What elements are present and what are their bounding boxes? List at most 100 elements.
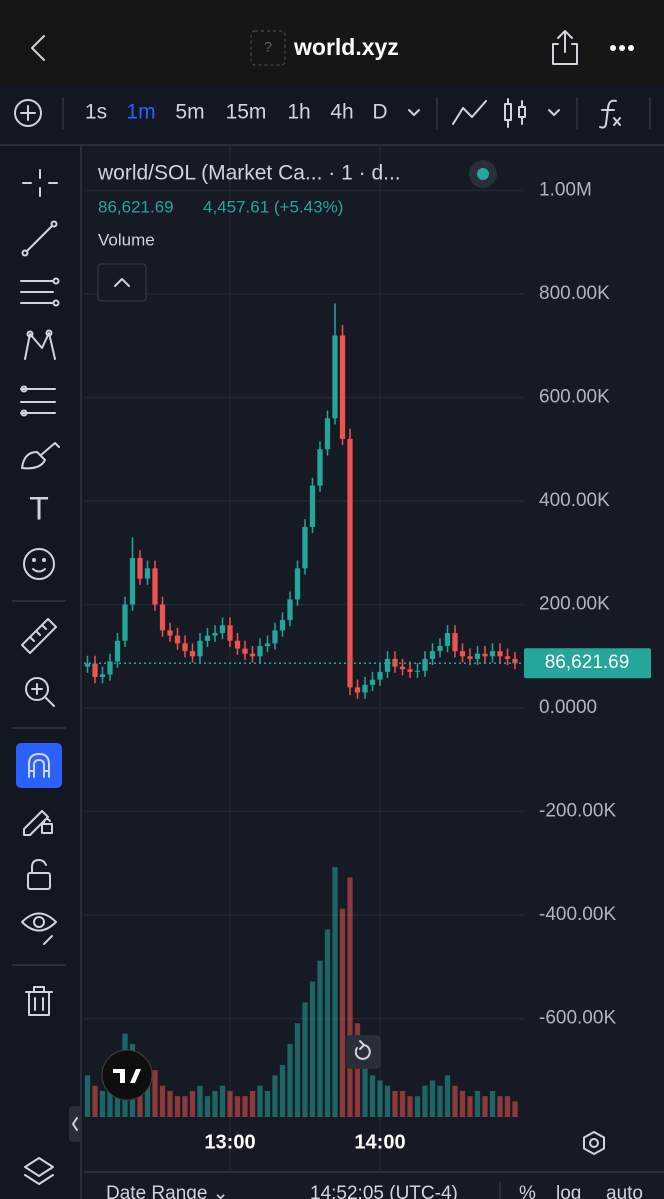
sidebar <box>0 146 80 1199</box>
interval-button[interactable]: 4h <box>330 101 353 124</box>
candle-body <box>384 658 391 672</box>
interval-button[interactable]: 15m <box>226 101 267 124</box>
candle-body <box>107 661 113 675</box>
magnet-tool[interactable] <box>16 743 62 788</box>
candle-body <box>287 599 293 621</box>
projection-tool[interactable] <box>20 385 56 417</box>
percent-toggle[interactable]: % <box>519 1183 536 1199</box>
candle-body <box>137 557 143 579</box>
settings-button[interactable] <box>583 1131 605 1155</box>
candle-body <box>497 651 503 657</box>
lock-drawings-tool[interactable] <box>23 810 53 836</box>
favicon <box>250 30 286 66</box>
trend-line-tool[interactable] <box>21 220 58 257</box>
candle-body <box>92 663 98 678</box>
volume-bar <box>369 1075 376 1117</box>
candle-body <box>489 651 496 657</box>
interval-button[interactable]: 5m <box>175 101 204 124</box>
interval-button[interactable]: 1m <box>126 101 155 124</box>
interval-button[interactable]: 1s <box>85 101 107 124</box>
pattern-tool[interactable] <box>24 329 56 360</box>
candle-body <box>414 670 421 672</box>
log-toggle[interactable]: log <box>556 1183 581 1199</box>
candle-body <box>152 568 158 605</box>
legend-price: 86,621.69 <box>98 197 174 216</box>
volume-bar <box>182 1096 188 1117</box>
y-tick-label: -200.00K <box>539 801 616 822</box>
candle-body <box>347 438 353 688</box>
volume-bar <box>242 1096 248 1117</box>
volume-bar <box>144 1064 151 1117</box>
layers-button[interactable] <box>24 1157 54 1185</box>
interval-button[interactable]: 1h <box>287 101 310 124</box>
timezone[interactable]: 14:52:05 (UTC-4) <box>310 1183 458 1199</box>
ruler-tool[interactable] <box>21 618 57 654</box>
grid <box>84 145 524 1172</box>
volume-bar <box>429 1080 436 1117</box>
reset-button[interactable] <box>346 1035 381 1069</box>
tradingview-logo[interactable] <box>101 1049 153 1101</box>
volume-bar <box>272 1075 278 1117</box>
auto-toggle[interactable]: auto <box>606 1183 643 1199</box>
lock-tool[interactable] <box>27 859 51 890</box>
collapse-legend-button[interactable] <box>97 263 147 302</box>
reset-icon <box>354 1040 371 1060</box>
text-tool[interactable]: T <box>29 490 49 526</box>
candle-body <box>227 625 233 641</box>
candle-body <box>369 679 376 685</box>
back-button[interactable] <box>31 35 45 61</box>
interval-button[interactable]: D <box>372 101 387 124</box>
y-tick-label: -400.00K <box>539 904 616 925</box>
volume-bar <box>197 1085 203 1117</box>
candle-body <box>512 658 518 664</box>
candle-body <box>279 620 286 631</box>
volume-bar <box>482 1096 488 1117</box>
candle-body <box>182 643 188 652</box>
volume-bar <box>504 1096 511 1117</box>
candle-body <box>99 674 106 678</box>
svg-text:T: T <box>29 490 49 526</box>
collapse-tab[interactable] <box>69 1106 82 1142</box>
settings-icon <box>589 1138 599 1148</box>
favicon-text: ? <box>264 39 272 55</box>
volume-bar <box>339 908 346 1117</box>
more-button[interactable] <box>610 45 634 51</box>
candle-body <box>474 653 481 659</box>
crosshair-tool[interactable] <box>22 169 58 197</box>
delete-tool[interactable] <box>25 986 53 1016</box>
candle-body <box>242 648 248 654</box>
volume-bar <box>512 1101 518 1117</box>
volume-bar <box>219 1085 226 1117</box>
emoji-tool[interactable] <box>23 548 55 580</box>
share-button[interactable] <box>552 30 578 65</box>
volume-bar <box>317 960 323 1117</box>
volume-bar <box>459 1090 466 1117</box>
zoom-tool[interactable] <box>25 677 55 707</box>
candle-body <box>114 640 121 662</box>
brush-tool[interactable] <box>21 442 60 470</box>
collapse-icon <box>72 1117 78 1131</box>
candle-body <box>144 568 151 579</box>
page-title: world.xyz <box>293 34 399 60</box>
fib-tool[interactable] <box>20 277 60 307</box>
add-symbol-button[interactable] <box>14 99 42 127</box>
interval-menu[interactable] <box>408 109 420 116</box>
candle-body <box>189 651 196 657</box>
candle-body <box>167 630 173 636</box>
candle-body <box>444 633 451 646</box>
date-range[interactable]: Date Range ⌄ <box>106 1183 229 1199</box>
volume-bar <box>279 1064 286 1117</box>
interval-group: 1s 1m 5m 15m 1h 4h D <box>85 101 388 124</box>
candle-body <box>159 604 166 631</box>
volume-bar <box>452 1085 458 1117</box>
y-tick-label: 1.00M <box>539 180 592 201</box>
candle-chart-button[interactable] <box>504 98 526 128</box>
line-chart-button[interactable] <box>452 100 487 125</box>
last-price-box <box>524 648 651 679</box>
visibility-tool[interactable] <box>21 912 57 945</box>
chart-type-menu[interactable] <box>548 109 560 116</box>
indicators-button[interactable] <box>599 99 621 129</box>
axes: 1.00M 800.00K 600.00K 400.00K 200.00K 0.0000 -… <box>84 180 651 1153</box>
candle-body <box>272 630 278 644</box>
candle-body <box>452 633 458 652</box>
